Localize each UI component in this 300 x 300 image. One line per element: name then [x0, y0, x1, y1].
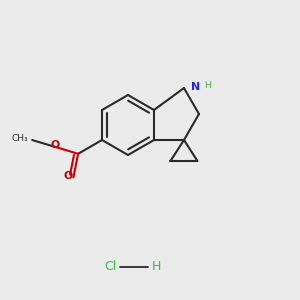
Text: N: N: [191, 82, 200, 92]
Text: O: O: [50, 140, 59, 150]
Text: Cl: Cl: [104, 260, 116, 274]
Text: H: H: [151, 260, 161, 274]
Text: O: O: [63, 171, 73, 181]
Text: H: H: [204, 81, 211, 90]
Text: CH₃: CH₃: [11, 134, 28, 143]
